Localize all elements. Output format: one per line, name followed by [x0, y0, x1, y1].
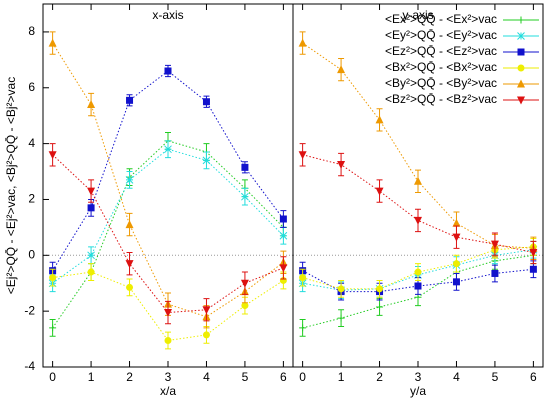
series-line [52, 42, 284, 318]
marker [48, 151, 57, 160]
marker [452, 278, 460, 286]
marker [202, 306, 211, 315]
marker [164, 145, 172, 154]
marker [299, 274, 307, 282]
marker [414, 282, 422, 290]
marker [202, 156, 211, 165]
marker [529, 265, 537, 273]
y-tick-label: 6 [28, 80, 35, 94]
y-tick-label: -4 [24, 359, 35, 373]
marker [517, 96, 525, 105]
marker [164, 336, 172, 344]
marker [241, 302, 249, 310]
marker [87, 268, 95, 276]
x-axis-label: y/a [410, 384, 426, 398]
x-tick-label: 3 [165, 370, 172, 384]
marker [279, 215, 287, 223]
x-axis-label: x/a [160, 384, 176, 398]
marker [126, 283, 134, 291]
marker [240, 279, 249, 288]
x-tick-label: 4 [203, 370, 210, 384]
x-tick-label: 0 [299, 370, 306, 384]
x-tick-label: 1 [338, 370, 345, 384]
marker [517, 48, 525, 56]
y-axis-label: <Ej²>QQ̄ - <Ej²>vac, <Bj²>QQ̄ - <Bj²>vac [4, 77, 18, 294]
marker [279, 264, 288, 273]
x-tick-label: 3 [415, 370, 422, 384]
marker [125, 260, 134, 269]
x-tick-label: 2 [376, 370, 383, 384]
marker [375, 187, 384, 196]
marker [164, 309, 172, 318]
marker [376, 285, 384, 293]
marker [452, 260, 460, 268]
plot-frame [292, 3, 544, 368]
marker [125, 220, 134, 229]
legend-label: <Ex²>QQ̄ - <Ex²>vac [385, 12, 497, 26]
marker [125, 176, 134, 184]
panel-title: x-axis [152, 8, 183, 22]
marker [517, 79, 525, 88]
marker [517, 32, 525, 40]
marker [337, 314, 345, 322]
marker [241, 163, 249, 171]
x-tick-label: 6 [280, 370, 287, 384]
marker [202, 331, 210, 339]
x-tick-label: 0 [49, 370, 56, 384]
y-tick-label: 4 [28, 136, 35, 150]
marker [49, 324, 57, 332]
series-line [52, 148, 284, 284]
marker [48, 38, 57, 47]
x-tick-label: 5 [242, 370, 249, 384]
x-tick-label: 5 [492, 370, 499, 384]
legend-label: <Ey²>QQ̄ - <Ey²>vac [385, 28, 497, 42]
marker [279, 231, 288, 240]
y-tick-label: 2 [28, 192, 35, 206]
series-line [302, 154, 534, 254]
marker [87, 251, 95, 260]
marker [529, 249, 538, 258]
series-line [52, 70, 284, 271]
y-tick-label: -2 [24, 303, 35, 317]
marker [241, 192, 249, 201]
x-tick-label: 6 [530, 370, 537, 384]
marker [452, 218, 461, 227]
marker [414, 216, 422, 225]
marker [87, 100, 96, 109]
y-tick-label: 0 [28, 247, 35, 261]
legend-label: <Bz²>QQ̄ - <Bz²>vac [385, 92, 497, 106]
x-tick-label: 2 [126, 370, 133, 384]
y-tick-label: 8 [28, 24, 35, 38]
marker [49, 274, 57, 282]
marker [87, 204, 95, 212]
marker [452, 233, 461, 242]
legend-label: <Ez²>QQ̄ - <Ez²>vac [385, 44, 497, 58]
marker [414, 176, 422, 185]
legend-label: <By²>QQ̄ - <By²>vac [385, 76, 497, 90]
marker [376, 303, 384, 311]
marker [517, 64, 525, 72]
marker [299, 324, 307, 332]
marker [337, 285, 345, 293]
marker [298, 38, 307, 47]
marker [202, 98, 210, 106]
x-tick-label: 4 [453, 370, 460, 384]
legend-label: <Bx²>QQ̄ - <Bx²>vac [385, 60, 497, 74]
x-tick-label: 1 [88, 370, 95, 384]
marker [490, 240, 499, 249]
panel-title: y-axis [402, 8, 433, 22]
marker [337, 161, 346, 170]
marker [414, 268, 422, 276]
marker [375, 115, 384, 124]
marker [87, 187, 96, 196]
marker [517, 16, 525, 24]
marker [491, 269, 499, 277]
marker [164, 67, 172, 75]
marker [337, 65, 346, 74]
marker [126, 96, 134, 104]
marker [298, 151, 307, 160]
